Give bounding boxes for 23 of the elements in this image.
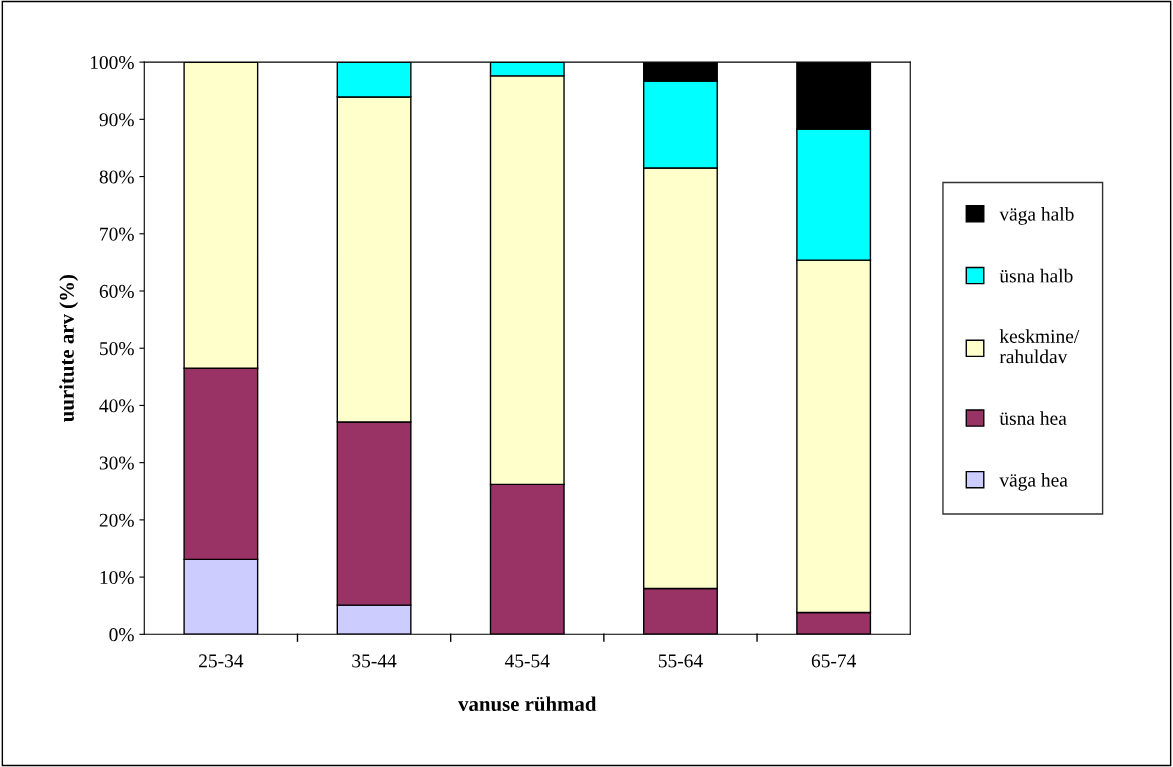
legend-label: keskmine/ rahuldav [999, 329, 1080, 364]
y-tick-label: 60% [99, 284, 134, 298]
y-axis-title: uuritute arv (%) [59, 275, 79, 422]
y-tick-label: 30% [99, 456, 134, 470]
legend-label: väga hea [999, 472, 1068, 491]
y-tick-label: 0% [109, 628, 134, 642]
legend-label: väga halb [999, 207, 1074, 225]
y-tick-label: 100% [90, 55, 134, 70]
y-tick-label: 50% [100, 342, 134, 356]
x-tick-label: 55-64 [658, 654, 703, 668]
x-tick-label: 25-34 [199, 654, 244, 668]
y-tick-label: 70% [100, 227, 134, 241]
legend-label: üsna halb [999, 268, 1073, 283]
x-tick-label: 45-54 [504, 654, 550, 668]
y-tick-label: 20% [99, 513, 134, 527]
y-tick-label: 80% [99, 170, 134, 184]
x-tick-label: 65-74 [811, 654, 857, 668]
x-tick-label: 35-44 [352, 654, 397, 668]
y-tick-label: 10% [100, 570, 134, 585]
y-tick-label: 90% [99, 113, 134, 127]
y-tick-label: 40% [99, 399, 134, 413]
x-axis-title: vanuse rühmad [458, 696, 597, 712]
legend-label: üsna hea [999, 411, 1067, 425]
